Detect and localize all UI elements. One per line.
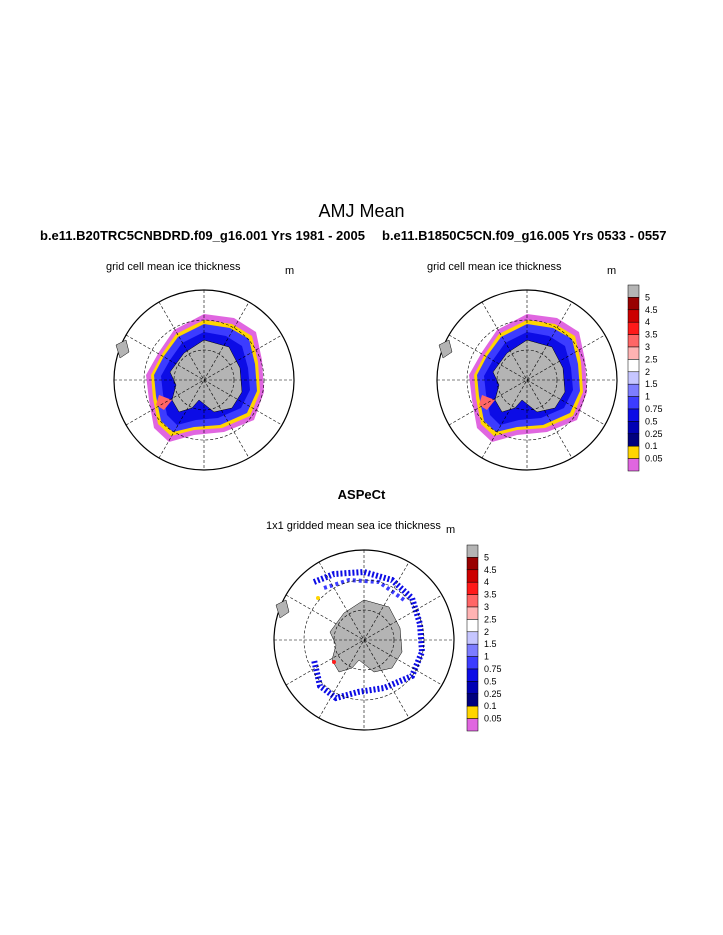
colorbar-top-swatch-10 (627, 408, 640, 422)
colorbar-top-swatch-13 (627, 445, 640, 459)
colorbar-top-swatch-14 (627, 458, 640, 472)
colorbar-bottom-label-13: 0.05 (484, 714, 502, 724)
colorbar-top-swatch-6 (627, 359, 640, 373)
colorbar-bottom-swatch-2 (466, 569, 479, 583)
panel1-subtitle: grid cell mean ice thickness (106, 261, 241, 273)
panel2-map (436, 289, 618, 471)
colorbar-top-label-12: 0.1 (645, 441, 658, 451)
panel3-south-america (275, 599, 290, 619)
colorbar-bottom: 5 4.5 4 3.5 3 2.5 2 1.5 1 0.75 0.5 0.25 0.1 0.05 (466, 544, 502, 732)
colorbar-bottom-swatch-3 (466, 581, 479, 595)
colorbar-top-swatch-7 (627, 371, 640, 385)
panel2-case-label: b.e11.B1850C5CN.f09_g16.005 Yrs 0533 - 0… (382, 228, 667, 243)
colorbar-top-label-1: 4.5 (645, 305, 658, 315)
panel1-red-patch (156, 395, 172, 410)
colorbar-bottom-label-1: 4.5 (484, 565, 497, 575)
colorbar-bottom-label-7: 1.5 (484, 639, 497, 649)
panel1-units: m (285, 265, 295, 277)
colorbar-bottom-label-6: 2 (484, 627, 489, 637)
colorbar-top-swatch-11 (627, 421, 640, 435)
colorbar-bottom-label-8: 1 (484, 652, 489, 662)
colorbar-top-swatch-0 (627, 284, 640, 298)
colorbar-top-label-10: 0.5 (645, 416, 658, 426)
colorbar-bottom-label-9: 0.75 (484, 664, 502, 674)
panel2-units: m (607, 265, 617, 277)
colorbar-top-swatch-3 (627, 321, 640, 335)
colorbar-top-label-11: 0.25 (645, 429, 663, 439)
colorbar-bottom-label-4: 3 (484, 602, 489, 612)
colorbar-bottom-swatch-7 (466, 631, 479, 645)
colorbar-bottom-swatch-0 (466, 544, 479, 558)
colorbar-top-label-5: 2.5 (645, 354, 658, 364)
colorbar-bottom-label-2: 4 (484, 577, 489, 587)
colorbar-bottom-label-5: 2.5 (484, 614, 497, 624)
colorbar-bottom-swatch-10 (466, 668, 479, 682)
colorbar-top-label-8: 1 (645, 392, 650, 402)
panel2-antarctica (492, 339, 566, 413)
colorbar-top-label-3: 3.5 (645, 330, 658, 340)
colorbar-top-swatch-2 (627, 309, 640, 323)
colorbar-bottom-label-12: 0.1 (484, 701, 497, 711)
panel3-units: m (446, 524, 456, 536)
colorbar-bottom-swatch-8 (466, 643, 479, 657)
colorbar-top-label-9: 0.75 (645, 404, 663, 414)
colorbar-bottom-label-11: 0.25 (484, 689, 502, 699)
colorbar-top-swatch-5 (627, 346, 640, 360)
panel1-case-label: b.e11.B20TRC5CNBDRD.f09_g16.001 Yrs 1981… (40, 228, 365, 243)
panel1-map (113, 289, 295, 471)
colorbar-top-swatch-4 (627, 334, 640, 348)
colorbar-bottom-swatch-9 (466, 656, 479, 670)
panel3-subtitle: 1x1 gridded mean sea ice thickness (266, 520, 441, 532)
panel3-map (273, 549, 455, 731)
colorbar-bottom-swatch-13 (466, 705, 479, 719)
colorbar-bottom-swatch-1 (466, 557, 479, 571)
colorbar-bottom-swatch-14 (466, 718, 479, 732)
colorbar-bottom-swatch-12 (466, 693, 479, 707)
panel3-ice-obs (311, 568, 426, 702)
panel2-subtitle: grid cell mean ice thickness (427, 261, 562, 273)
colorbar-bottom-swatch-4 (466, 594, 479, 608)
colorbar-top-swatch-8 (627, 383, 640, 397)
colorbar-bottom-label-10: 0.5 (484, 676, 497, 686)
colorbar-bottom-label-3: 3.5 (484, 590, 497, 600)
colorbar-bottom-swatch-5 (466, 606, 479, 620)
panel1-antarctica (169, 339, 243, 413)
colorbar-top-label-4: 3 (645, 342, 650, 352)
panel2-red-patch (479, 395, 495, 410)
colorbar-top-label-6: 2 (645, 367, 650, 377)
colorbar-bottom-swatch-6 (466, 619, 479, 633)
colorbar-top-label-7: 1.5 (645, 379, 658, 389)
panel2-south-america (438, 339, 453, 359)
panel3-antarctica (329, 599, 403, 673)
colorbar-top-label-0: 5 (645, 292, 650, 302)
colorbar-top-swatch-12 (627, 433, 640, 447)
colorbar-top-swatch-1 (627, 297, 640, 311)
colorbar-top-swatch-9 (627, 396, 640, 410)
colorbar-bottom-swatch-11 (466, 681, 479, 695)
colorbar-top: 5 4.5 4 3.5 3 2.5 2 1.5 1 0.75 0.5 0.25 0.1 0.05 (627, 284, 663, 472)
panel1-south-america (115, 339, 130, 359)
panel3-title: ASPeCt (337, 487, 386, 502)
colorbar-bottom-label-0: 5 (484, 552, 489, 562)
colorbar-top-label-2: 4 (645, 317, 650, 327)
colorbar-top-label-13: 0.05 (645, 454, 663, 464)
figure-title: AMJ Mean (318, 201, 405, 221)
